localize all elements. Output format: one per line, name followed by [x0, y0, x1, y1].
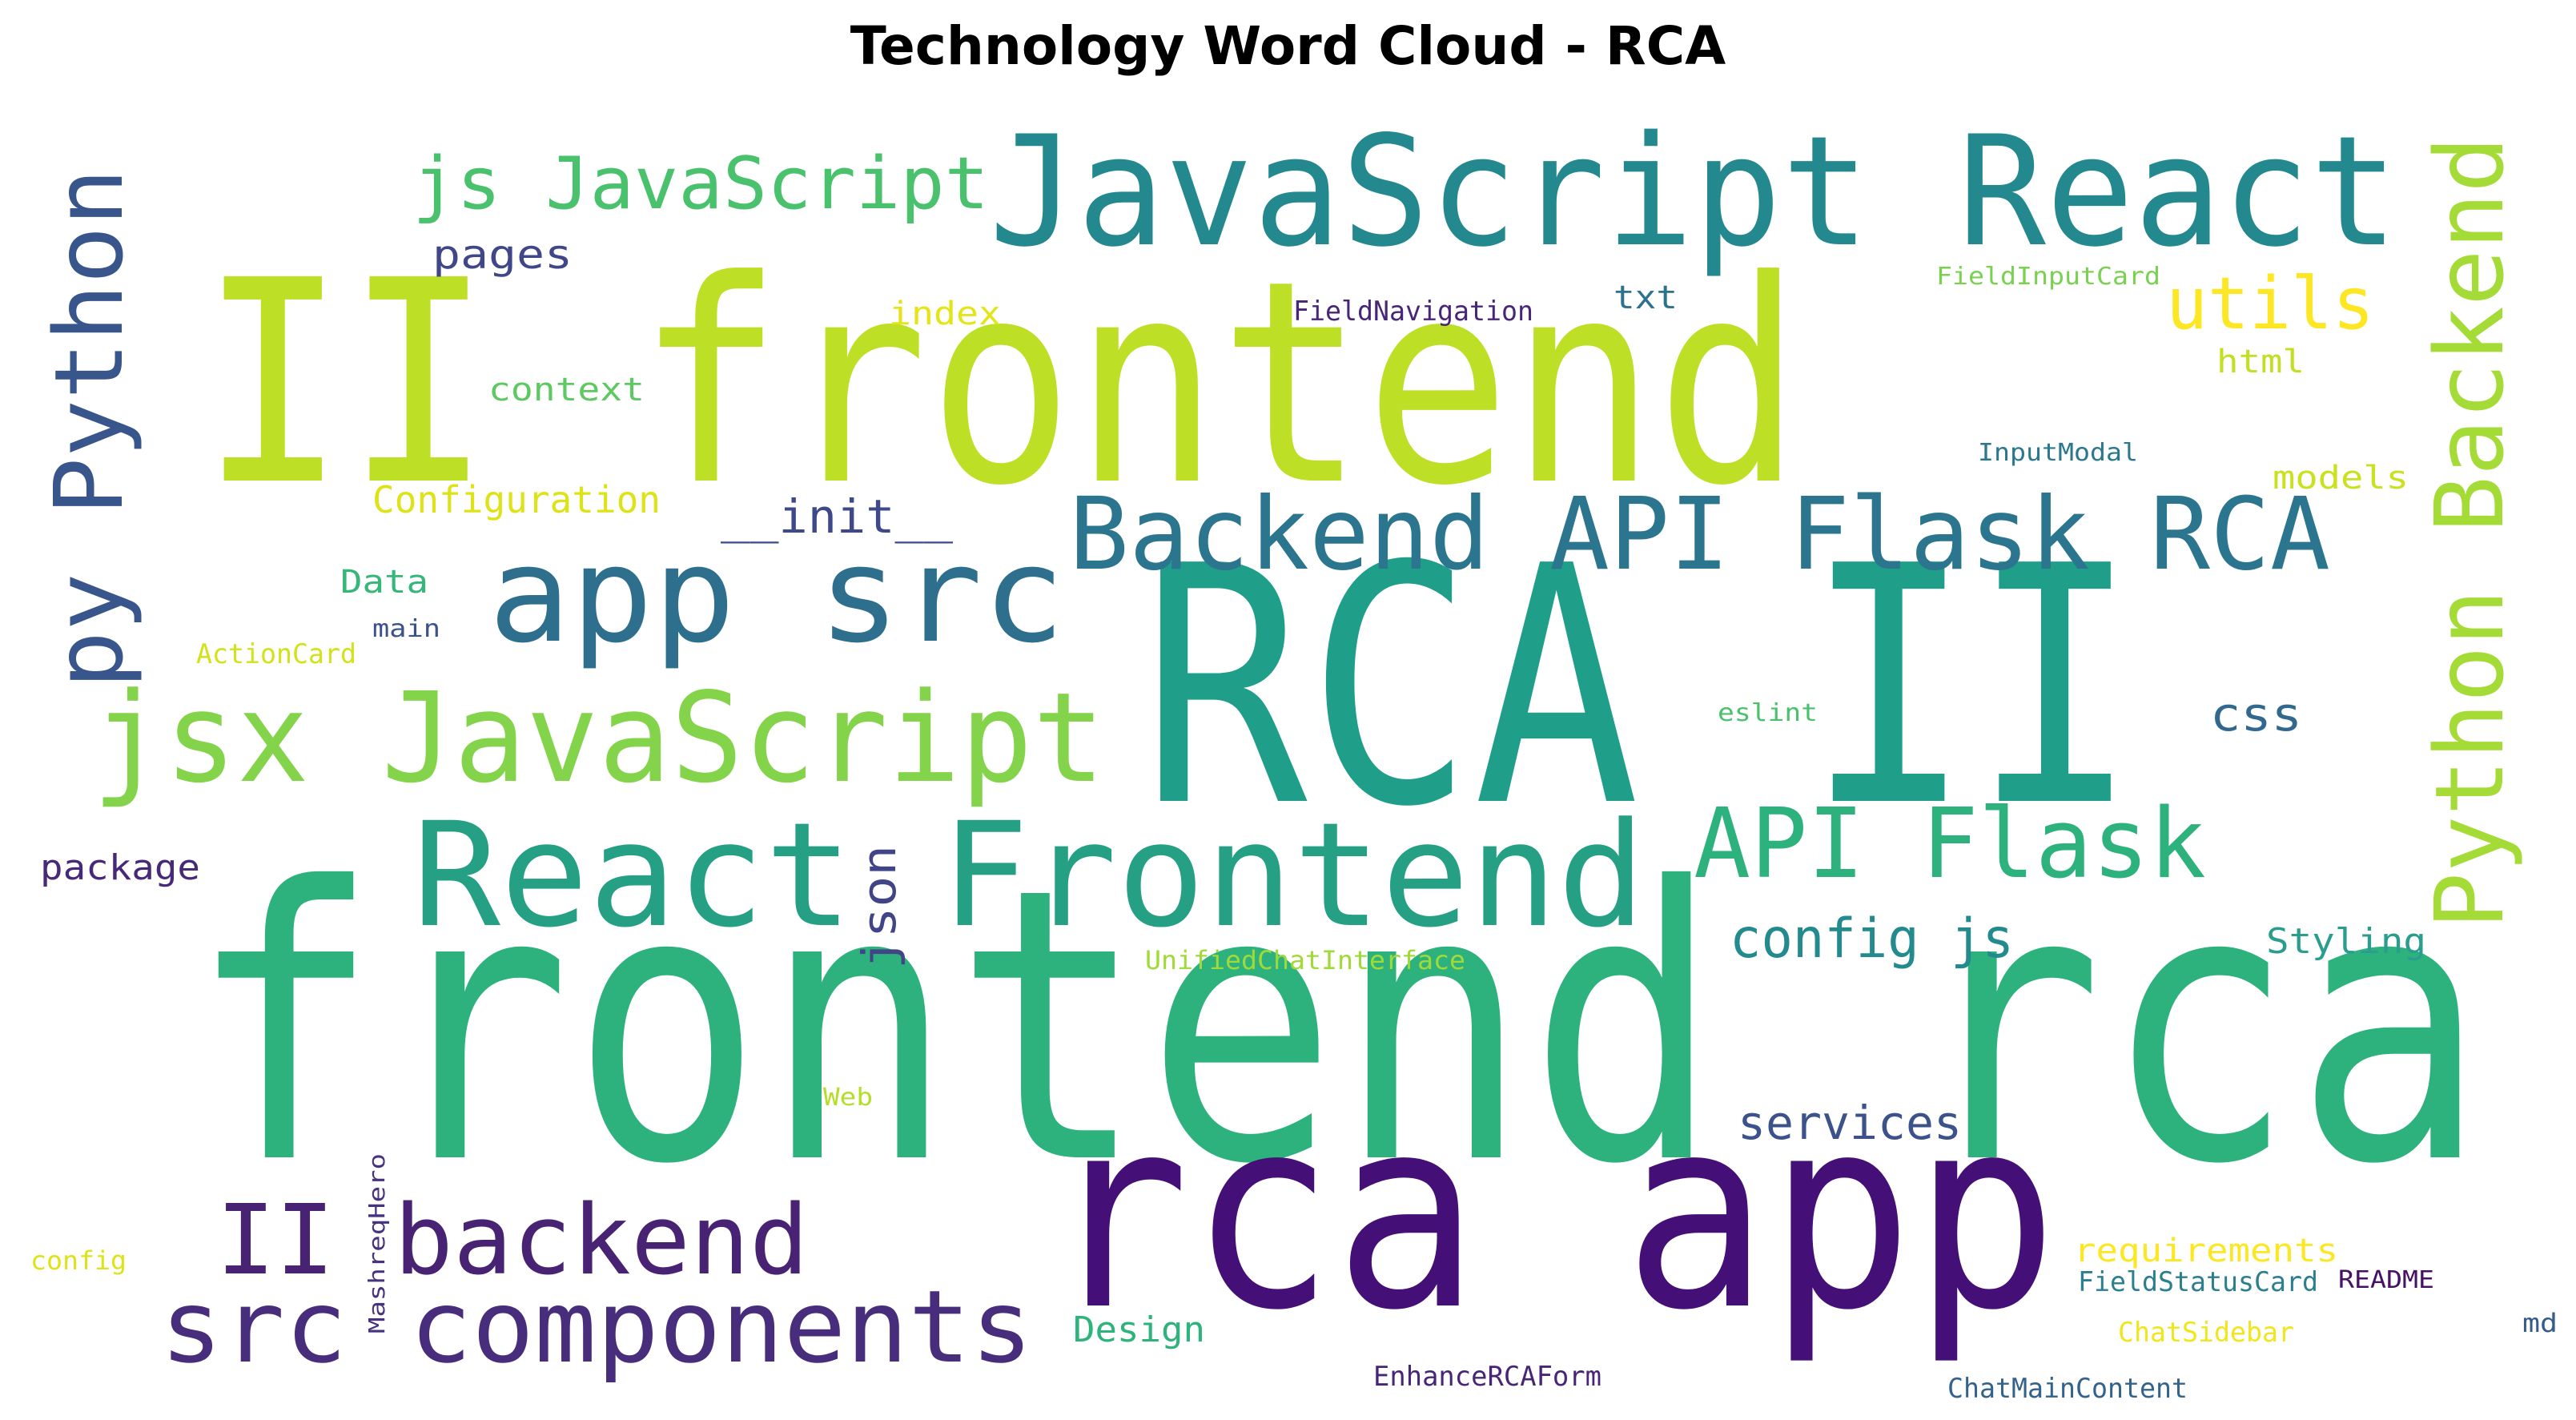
word-src-components: src components — [160, 1269, 1033, 1386]
word-eslint: eslint — [1718, 699, 1818, 727]
word-react-frontend: React Frontend — [412, 792, 1646, 959]
word-pages: pages — [432, 231, 573, 278]
word-mashreqhero: MashreqHero — [364, 1153, 390, 1334]
word-txt: txt — [1614, 280, 1678, 316]
word-md: md — [2522, 1308, 2558, 1338]
word-data: Data — [340, 564, 428, 601]
word-api-flask: API Flask — [1694, 789, 2206, 900]
word-fieldstatuscard: FieldStatusCard — [2078, 1266, 2318, 1298]
word-config: config — [30, 1245, 127, 1276]
chart-title: Technology Word Cloud - RCA — [850, 15, 1726, 77]
word-python-backend: Python Backend — [2414, 136, 2525, 929]
word-html: html — [2216, 344, 2305, 380]
word-fieldinputcard: FieldInputCard — [1936, 263, 2160, 291]
word-main: main — [372, 615, 440, 643]
word-config-js: config js — [1730, 907, 2014, 971]
word-rca-app: rca app — [1045, 1060, 2058, 1368]
word-configuration: Configuration — [372, 478, 661, 521]
word-models: models — [2273, 460, 2409, 497]
word-actioncard: ActionCard — [196, 638, 356, 670]
word-rca-ii: RCA II — [1141, 496, 2138, 879]
word-package: package — [40, 847, 200, 888]
word-requirements: requirements — [2074, 1233, 2338, 1269]
word-chatmaincontent: ChatMainContent — [1947, 1373, 2188, 1405]
word-json: json — [852, 845, 906, 969]
word-init: __init__ — [721, 489, 953, 544]
word-frontend-rca: frontend rca — [188, 808, 2486, 1246]
word-readme: README — [2338, 1266, 2434, 1294]
word-fieldnavigation: FieldNavigation — [1293, 296, 1533, 328]
word-design: Design — [1073, 1309, 1205, 1350]
word-ii-backend: II backend — [216, 1185, 809, 1297]
word-enhancercaform: EnhanceRCAForm — [1373, 1361, 1601, 1393]
word-js-javascript: js JavaScript — [412, 142, 989, 226]
word-py-python: py Python — [34, 168, 144, 689]
word-unifiedchatinterface: UnifiedChatInterface — [1145, 945, 1465, 975]
word-jsx-javascript: jsx JavaScript — [92, 666, 1105, 811]
word-utils: utils — [2166, 262, 2374, 346]
word-styling: Styling — [2266, 921, 2426, 962]
word-web: Web — [823, 1084, 873, 1112]
word-context: context — [488, 372, 645, 408]
word-app-src: app src — [488, 518, 1065, 672]
word-backend-api-flask-rca: Backend API Flask RCA — [1069, 477, 2330, 593]
word-inputmodal: InputModal — [1978, 439, 2138, 467]
word-javascript-react: JavaScript React — [989, 103, 2398, 280]
word-chatsidebar: ChatSidebar — [2118, 1317, 2294, 1349]
word-index: index — [889, 296, 1001, 332]
word-css: css — [2210, 687, 2302, 742]
word-services: services — [1738, 1096, 1962, 1150]
word-ii-frontend: II frontend — [200, 220, 1802, 547]
